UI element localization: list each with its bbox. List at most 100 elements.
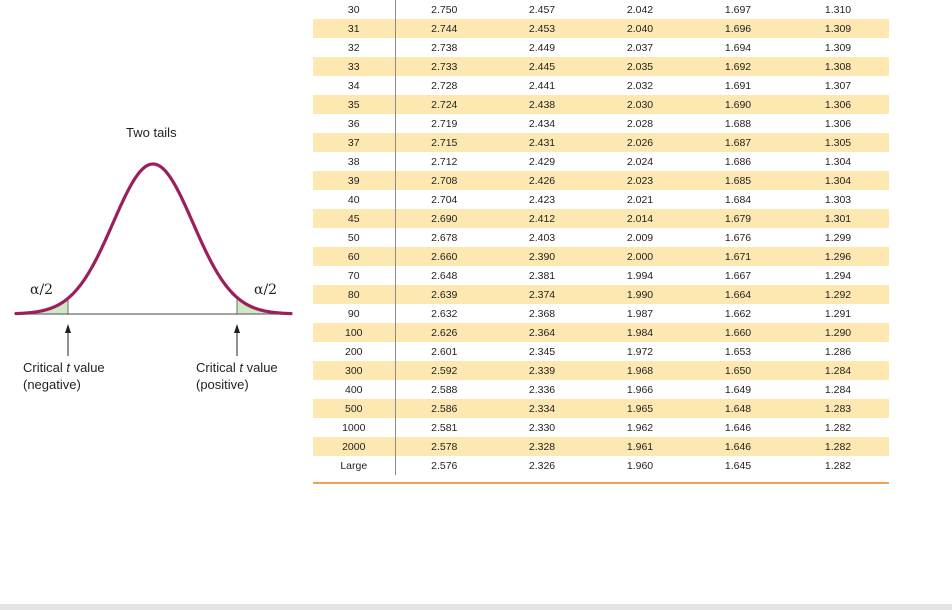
table-row: 50 2.678 2.403 2.009 1.676 1.299 [313,228,889,247]
table-bottom-rule [313,482,889,484]
value-cell: 2.453 [493,19,591,38]
df-cell: 30 [313,0,396,19]
value-cell: 2.581 [431,421,458,434]
t-distribution-table: 30 2.750 2.457 2.042 1.697 1.310 31 2.744 2.453 2… [313,0,889,484]
critical-right-label-line2: (positive) [196,377,249,392]
value-cell: 2.364 [493,323,591,342]
value-cell: 2.715 [395,133,493,152]
value-cell: 2.381 [528,269,556,282]
value-cell: 2.330 [528,421,556,434]
alpha-left-label: α/2 [30,282,53,298]
df-cell: 31 [313,19,396,38]
table-row: 70 2.648 2.381 1.994 1.667 1.294 [313,266,889,285]
value-cell: 1.645 [724,459,752,472]
table-row: 2000 2.578 2.328 1.961 1.646 1.282 [313,437,889,456]
value-cell: 1.650 [689,361,787,380]
df-cell: 35 [313,95,396,114]
value-cell: 2.030 [591,95,689,114]
value-cell: 2.576 [431,459,458,472]
value-cell: 1.282 [787,437,889,456]
value-cell: 1.303 [824,193,852,206]
df-cell: 100 [313,323,396,342]
critical-left-label-line2: (negative) [23,377,81,392]
value-cell: 1.284 [824,383,852,396]
value-cell: 2.035 [591,57,689,76]
table-row: Large 2.576 2.326 1.960 1.645 1.282 [313,456,889,475]
df-cell: 60 [313,247,396,266]
table-row: 500 2.586 2.334 1.965 1.648 1.283 [313,399,889,418]
value-cell: 2.374 [493,285,591,304]
value-cell: 1.305 [787,133,889,152]
value-cell: 2.441 [528,79,556,92]
value-cell: 2.021 [626,193,654,206]
table-body: 30 2.750 2.457 2.042 1.697 1.310 31 2.744 2.453 2… [313,0,889,475]
value-cell: 1.292 [787,285,889,304]
value-cell: 2.438 [493,95,591,114]
df-cell: 400 [313,380,396,399]
table-row: 90 2.632 2.368 1.987 1.662 1.291 [313,304,889,323]
value-cell: 2.586 [395,399,493,418]
value-cell: 2.429 [528,155,556,168]
value-cell: 1.649 [724,383,752,396]
value-cell: 1.304 [787,171,889,190]
value-cell: 2.750 [431,3,458,16]
table-row: 30 2.750 2.457 2.042 1.697 1.310 [313,0,889,19]
df-cell: 32 [313,38,396,57]
value-cell: 1.284 [787,361,889,380]
value-cell: 2.040 [591,19,689,38]
df-cell: 1000 [313,418,396,437]
table-row: 45 2.690 2.412 2.014 1.679 1.301 [313,209,889,228]
df-cell: 200 [313,342,396,361]
value-cell: 2.690 [395,209,493,228]
value-cell: 2.336 [528,383,556,396]
df-cell: 39 [313,171,396,190]
critical-left-label-line1: Critical t value [23,360,105,375]
table-row: 60 2.660 2.390 2.000 1.671 1.296 [313,247,889,266]
table-row: 36 2.719 2.434 2.028 1.688 1.306 [313,114,889,133]
value-cell: 1.282 [824,459,852,472]
value-cell: 2.728 [431,79,458,92]
value-cell: 1.686 [724,155,752,168]
value-cell: 1.690 [689,95,787,114]
value-cell: 2.403 [528,231,556,244]
right-tail-region [237,297,291,314]
value-cell: 1.299 [824,231,852,244]
value-cell: 1.966 [626,383,654,396]
value-cell: 2.000 [591,247,689,266]
value-cell: 2.724 [395,95,493,114]
value-cell: 1.962 [626,421,654,434]
df-cell: 90 [313,304,396,323]
df-cell: 50 [313,228,396,247]
value-cell: 1.968 [591,361,689,380]
value-cell: 1.688 [724,117,752,130]
table-row: 35 2.724 2.438 2.030 1.690 1.306 [313,95,889,114]
value-cell: 1.296 [787,247,889,266]
value-cell: 2.345 [528,345,556,358]
value-cell: 1.671 [689,247,787,266]
value-cell: 2.339 [493,361,591,380]
table-row: 38 2.712 2.429 2.024 1.686 1.304 [313,152,889,171]
value-cell: 2.601 [431,345,458,358]
value-cell: 2.024 [626,155,654,168]
value-cell: 2.426 [493,171,591,190]
value-cell: 1.697 [724,3,752,16]
df-cell: 38 [313,152,396,171]
value-cell: 2.704 [431,193,458,206]
df-cell: 70 [313,266,396,285]
value-cell: 2.632 [431,307,458,320]
value-cell: 1.283 [787,399,889,418]
value-cell: 1.306 [824,117,852,130]
value-cell: 1.664 [689,285,787,304]
table-row: 39 2.708 2.426 2.023 1.685 1.304 [313,171,889,190]
value-cell: 2.708 [395,171,493,190]
table-row: 34 2.728 2.441 2.032 1.691 1.307 [313,76,889,95]
value-cell: 1.691 [724,79,752,92]
table-row: 80 2.639 2.374 1.990 1.664 1.292 [313,285,889,304]
value-cell: 1.685 [689,171,787,190]
bottom-bar [0,604,952,610]
value-cell: 2.744 [395,19,493,38]
value-cell: 1.662 [724,307,752,320]
value-cell: 1.310 [824,3,852,16]
value-cell: 2.434 [528,117,556,130]
